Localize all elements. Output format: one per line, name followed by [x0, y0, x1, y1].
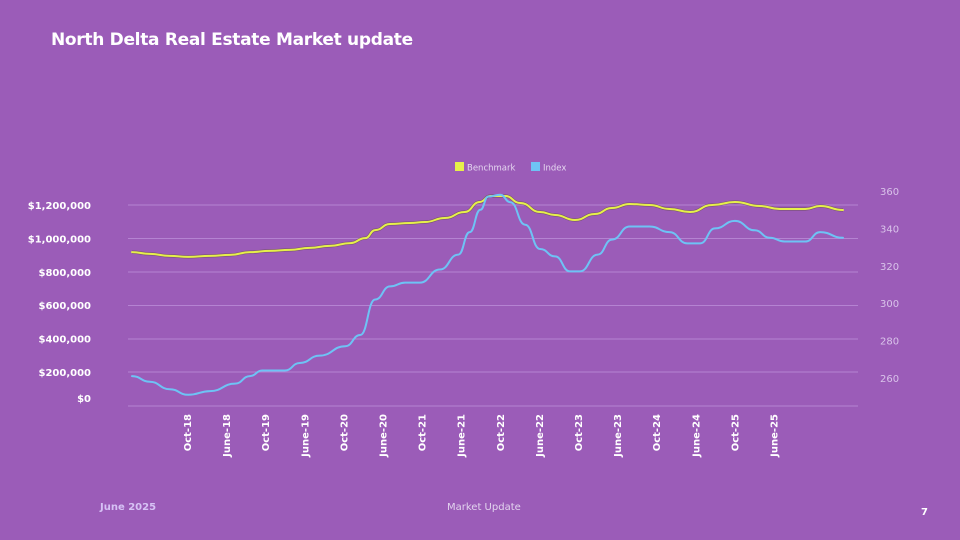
- x-tick-label: June-20: [379, 414, 390, 458]
- x-tick-label: June-18: [222, 414, 233, 458]
- x-tick-label: Oct-18: [183, 414, 194, 451]
- x-tick-label: June-25: [770, 414, 781, 458]
- page-number: 7: [921, 507, 928, 518]
- left-tick-label: $1,200,000: [28, 201, 91, 212]
- x-tick-label: June-23: [613, 414, 624, 458]
- left-tick-label: $200,000: [38, 368, 91, 379]
- series-lines: [131, 193, 844, 396]
- x-tick-label: June-19: [300, 414, 311, 458]
- left-tick-label: $0: [77, 394, 91, 405]
- left-tick-label: $400,000: [38, 335, 91, 346]
- legend-label-index: Index: [543, 164, 566, 174]
- footer-date: June 2025: [100, 502, 157, 513]
- right-axis-ticks: 260 280 300 320 340 360: [880, 187, 899, 385]
- legend-label-benchmark: Benchmark: [467, 164, 515, 174]
- legend-swatch-index: [531, 162, 540, 171]
- left-tick-label: $1,000,000: [28, 234, 91, 245]
- x-tick-label: Oct-23: [574, 414, 585, 451]
- x-tick-label: Oct-25: [730, 414, 741, 451]
- x-tick-label: June-24: [691, 414, 702, 458]
- left-tick-label: $600,000: [38, 301, 91, 312]
- left-axis-ticks: $0 $200,000 $400,000 $600,000 $800,000 $1,000…: [28, 201, 91, 405]
- page-title: North Delta Real Estate Market update: [51, 30, 413, 50]
- x-tick-label: June-21: [457, 414, 468, 458]
- index-line: [131, 193, 844, 396]
- legend: Benchmark Index: [455, 162, 566, 174]
- right-tick-label: 320: [880, 262, 899, 273]
- x-tick-label: June-22: [535, 414, 546, 458]
- x-axis-ticks: Oct-18 June-18 Oct-19 June-19 Oct-20 June-20 O…: [183, 414, 781, 458]
- x-tick-label: Oct-19: [261, 414, 272, 451]
- right-tick-label: 280: [880, 337, 899, 348]
- right-tick-label: 260: [880, 374, 899, 385]
- left-tick-label: $800,000: [38, 268, 91, 279]
- right-tick-label: 300: [880, 299, 899, 310]
- right-tick-label: 360: [880, 187, 899, 198]
- right-tick-label: 340: [880, 224, 899, 235]
- footer-label: Market Update: [447, 502, 521, 513]
- x-tick-label: Oct-22: [496, 414, 507, 451]
- x-tick-label: Oct-20: [339, 414, 350, 451]
- x-tick-label: Oct-24: [652, 414, 663, 451]
- x-tick-label: Oct-21: [418, 414, 429, 451]
- grid-lines: [128, 204, 858, 407]
- legend-swatch-benchmark: [455, 162, 464, 171]
